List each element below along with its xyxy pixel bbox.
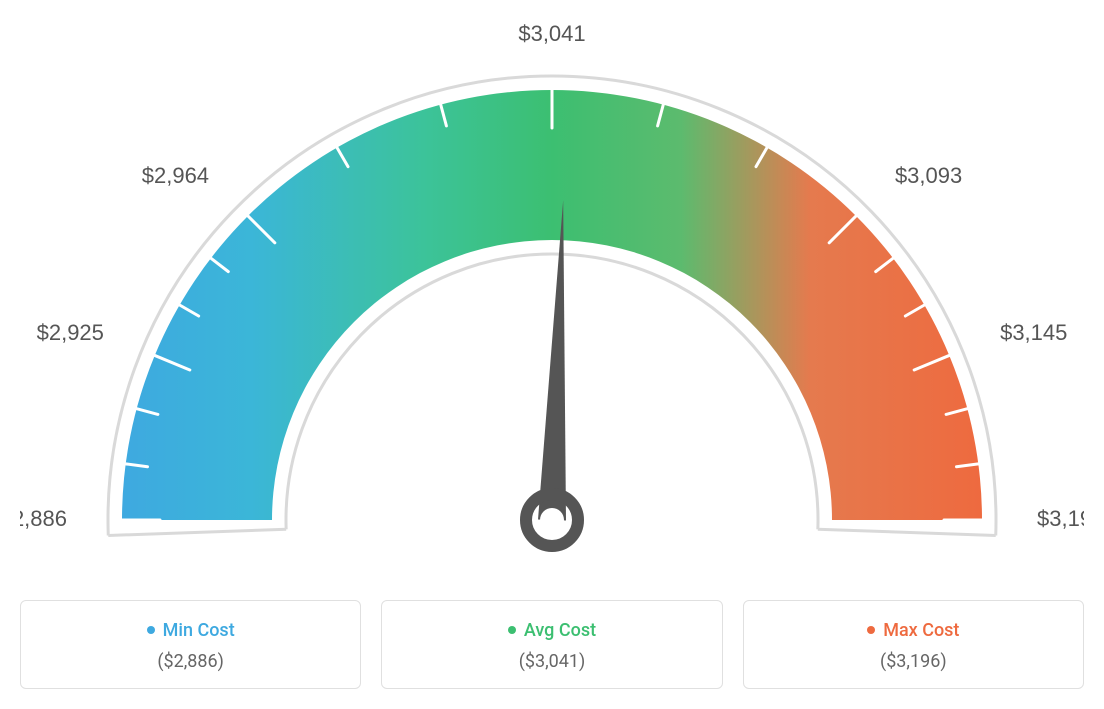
legend-value-max: ($3,196): [744, 651, 1083, 672]
legend-title-max: Max Cost: [867, 620, 959, 641]
dot-icon: [867, 626, 875, 634]
gauge-svg: $2,886 $2,925 $2,964 $3,041 $3,093 $3,145 $3,1…: [20, 20, 1084, 580]
dot-icon: [508, 626, 516, 634]
svg-text:$2,964: $2,964: [142, 163, 209, 188]
svg-text:$2,925: $2,925: [37, 320, 104, 345]
legend-value-min: ($2,886): [21, 651, 360, 672]
svg-text:$3,093: $3,093: [895, 163, 962, 188]
svg-text:$2,886: $2,886: [20, 506, 67, 531]
dot-icon: [147, 626, 155, 634]
gauge-chart: $2,886 $2,925 $2,964 $3,041 $3,093 $3,145 $3,1…: [20, 20, 1084, 580]
svg-text:$3,041: $3,041: [518, 21, 585, 46]
legend-card-avg: Avg Cost ($3,041): [381, 600, 722, 689]
legend-row: Min Cost ($2,886) Avg Cost ($3,041) Max …: [20, 600, 1084, 689]
legend-title-avg: Avg Cost: [508, 620, 596, 641]
legend-value-avg: ($3,041): [382, 651, 721, 672]
legend-title-min: Min Cost: [147, 620, 235, 641]
svg-text:$3,145: $3,145: [1000, 320, 1067, 345]
svg-text:$3,196: $3,196: [1037, 506, 1084, 531]
legend-label: Min Cost: [163, 620, 235, 641]
legend-label: Max Cost: [883, 620, 959, 641]
legend-card-max: Max Cost ($3,196): [743, 600, 1084, 689]
legend-label: Avg Cost: [524, 620, 596, 641]
legend-card-min: Min Cost ($2,886): [20, 600, 361, 689]
